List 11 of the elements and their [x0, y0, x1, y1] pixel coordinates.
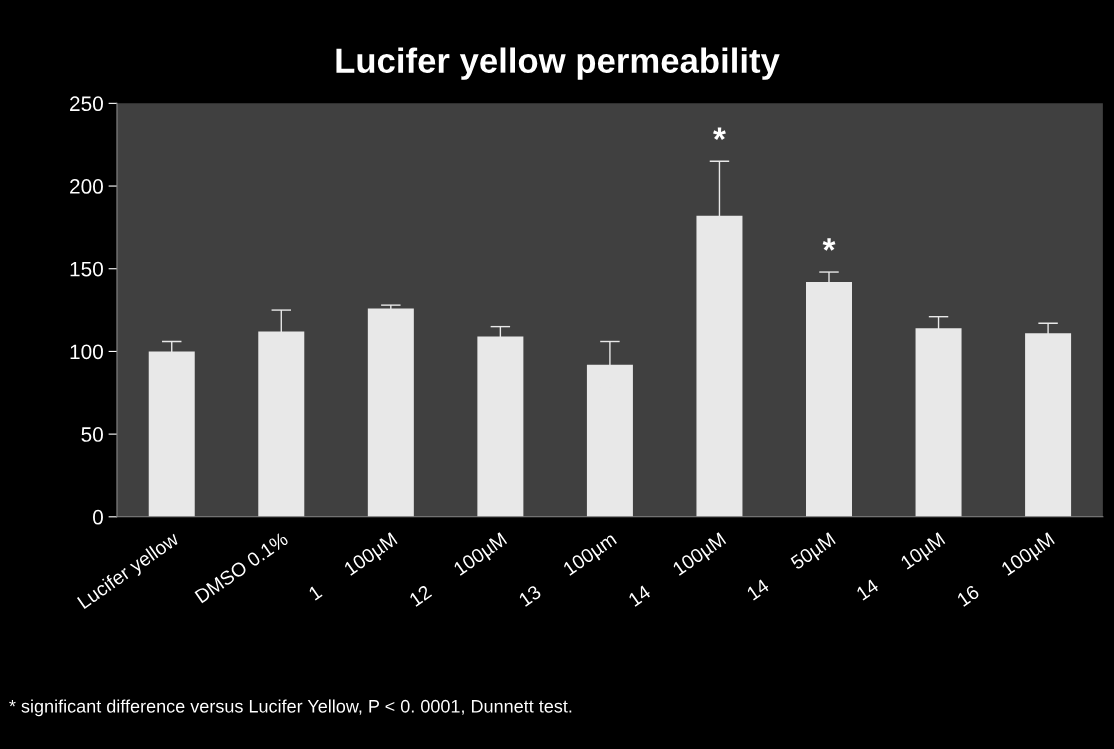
bar — [367, 308, 414, 517]
y-tick-label: 250 — [70, 96, 103, 112]
text: * significant difference versus Lucifer Yellow, P < 0. 0001, Dunnett test. — [9, 699, 572, 717]
y-tick-label: 100 — [70, 344, 103, 360]
y-tick-label: 200 — [70, 179, 103, 194]
annotation: * — [713, 127, 726, 140]
chart-title: Lucifer yellow permeability — [336, 47, 780, 80]
annotation: * — [822, 238, 836, 251]
y-tick-label: 0 — [93, 509, 103, 525]
y-tick-label: 50 — [81, 427, 103, 442]
y-tick-label: 150 — [70, 261, 103, 277]
